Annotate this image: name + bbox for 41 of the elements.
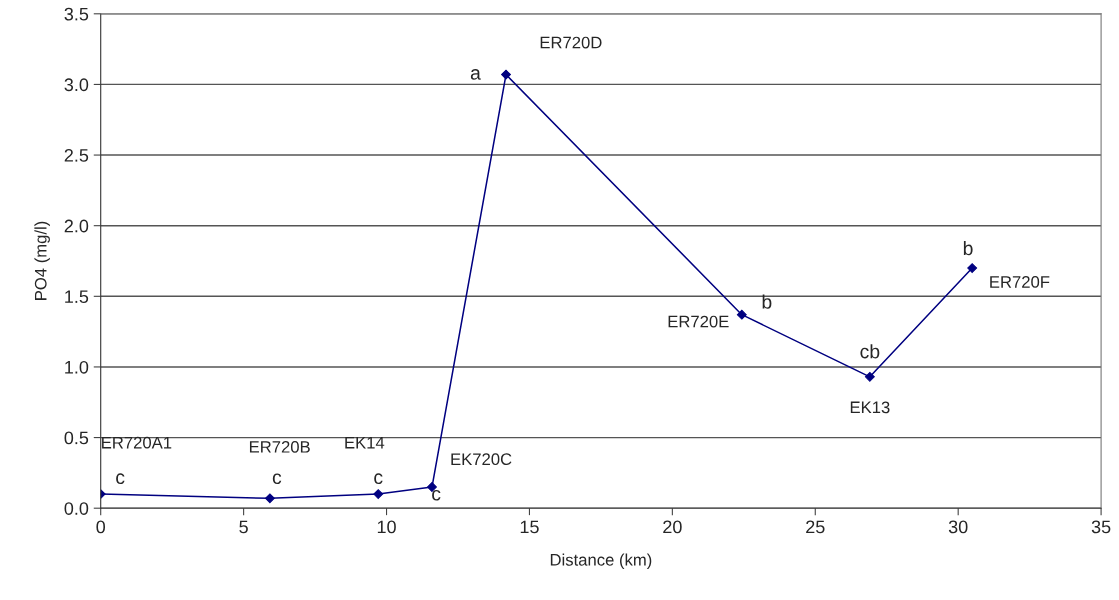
x-tick-label: 35: [1091, 520, 1111, 534]
annotation: b: [963, 240, 973, 256]
annotation: c: [432, 489, 441, 501]
annotation: EK720C: [451, 453, 512, 466]
annotation: c: [116, 473, 125, 485]
x-axis-title: Distance (km): [550, 553, 652, 570]
y-tick-label: 3.0: [64, 78, 89, 92]
point: [427, 482, 437, 492]
x-tick-label: 20: [663, 520, 682, 534]
point: [967, 263, 978, 273]
annotation: c: [272, 473, 282, 485]
x-tick-label: 30: [948, 520, 968, 534]
y-tick-label: 3.5: [64, 7, 89, 21]
point: [264, 493, 275, 504]
annotation: ER720E: [668, 315, 729, 328]
x-tick-label: 10: [377, 520, 396, 534]
y-tick-label: 0.5: [64, 431, 89, 445]
x-tick-label: 5: [239, 520, 248, 534]
annotation: EK14: [345, 436, 385, 449]
annotation: cb: [860, 344, 880, 359]
annotation: ER720F: [990, 276, 1050, 288]
annotation: ER720D: [540, 36, 602, 49]
annotation: ER720B: [249, 440, 310, 453]
point: [864, 371, 875, 382]
y-tick-label: 1.5: [65, 290, 89, 304]
point: [501, 69, 511, 80]
annotation: EK13: [850, 401, 890, 414]
y-tick-label: 2.0: [64, 219, 89, 233]
y-axis-title: PO4 (mg/l): [34, 221, 50, 300]
x-tick-label: 15: [520, 520, 539, 534]
annotation: a: [470, 69, 481, 80]
annotation: c: [374, 473, 383, 485]
y-tick-label: 2.5: [64, 148, 89, 162]
x-tick-label: 25: [806, 520, 825, 534]
x-tick-label: 0: [96, 520, 106, 534]
point: [736, 309, 747, 320]
point: [373, 489, 384, 500]
annotation: b: [762, 294, 772, 309]
y-tick-label: 0.0: [64, 502, 89, 515]
annotation: ER720A1: [102, 436, 172, 449]
y-tick-label: 1.0: [65, 360, 89, 374]
